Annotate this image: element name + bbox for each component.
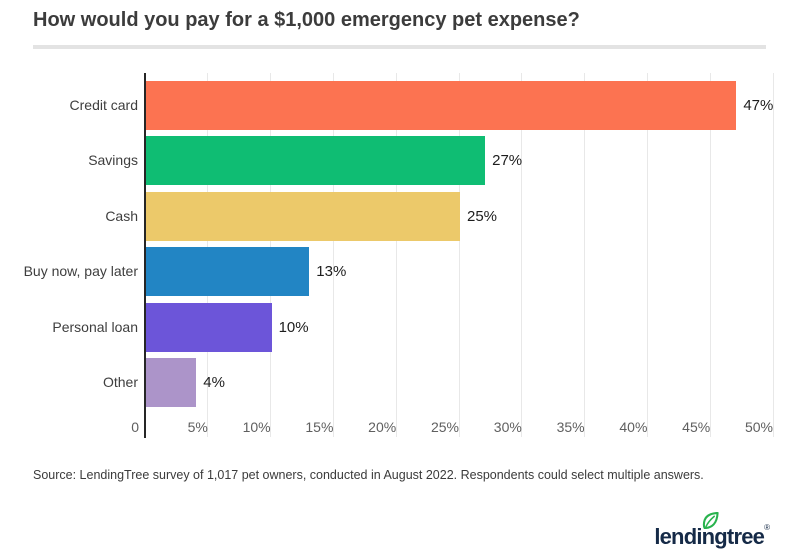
x-tick-label: 15%	[305, 419, 334, 435]
bar-cash	[146, 191, 460, 241]
value-label: 13%	[316, 263, 347, 281]
gridline	[332, 73, 334, 437]
bar-savings	[146, 136, 486, 186]
value-label: 10%	[278, 318, 309, 336]
x-tick-label: 20%	[368, 419, 397, 435]
value-label: 47%	[743, 97, 774, 114]
x-tick-label: 35%	[556, 419, 585, 435]
category-label: Personal loan	[52, 318, 138, 335]
gridline	[646, 73, 648, 437]
bar-other	[146, 358, 197, 407]
gridline	[458, 73, 460, 437]
value-label: 4%	[203, 374, 225, 391]
category-label: Cash	[105, 207, 138, 224]
gridline	[772, 73, 774, 437]
chart: Credit card 47% Savings 27% Cash 25% Buy now, …	[0, 73, 800, 438]
bar-personal-loan	[146, 302, 272, 352]
category-label: Other	[102, 374, 138, 390]
x-tick-label: 50%	[744, 419, 773, 435]
lendingtree-logo: lendingtree®	[654, 512, 770, 552]
source-note: Source: LendingTree survey of 1,017 pet …	[33, 468, 704, 482]
registered-mark: ®	[764, 523, 770, 532]
leaf-icon	[703, 512, 719, 529]
value-label: 27%	[492, 152, 523, 170]
gridline	[709, 73, 711, 437]
gridline	[521, 73, 523, 437]
y-axis-line	[144, 73, 146, 438]
value-label: 25%	[467, 207, 498, 225]
x-tick-label: 40%	[619, 419, 648, 435]
bar-credit-card	[146, 81, 737, 130]
x-tick-label: 5%	[187, 419, 208, 435]
gridline	[584, 73, 586, 437]
category-label: Credit card	[69, 97, 138, 113]
x-tick-label: 30%	[493, 419, 522, 435]
category-label: Buy now, pay later	[23, 263, 138, 280]
category-label: Savings	[88, 152, 138, 169]
chart-title: How would you pay for a $1,000 emergency…	[33, 9, 580, 31]
x-tick-label: 25%	[430, 419, 459, 435]
gridline	[395, 73, 397, 437]
bar-buy-now-pay-later	[146, 247, 310, 297]
x-tick-label: 0	[131, 419, 139, 435]
x-tick-label: 45%	[682, 419, 711, 435]
x-tick-label: 10%	[242, 419, 271, 435]
title-divider	[33, 45, 766, 49]
